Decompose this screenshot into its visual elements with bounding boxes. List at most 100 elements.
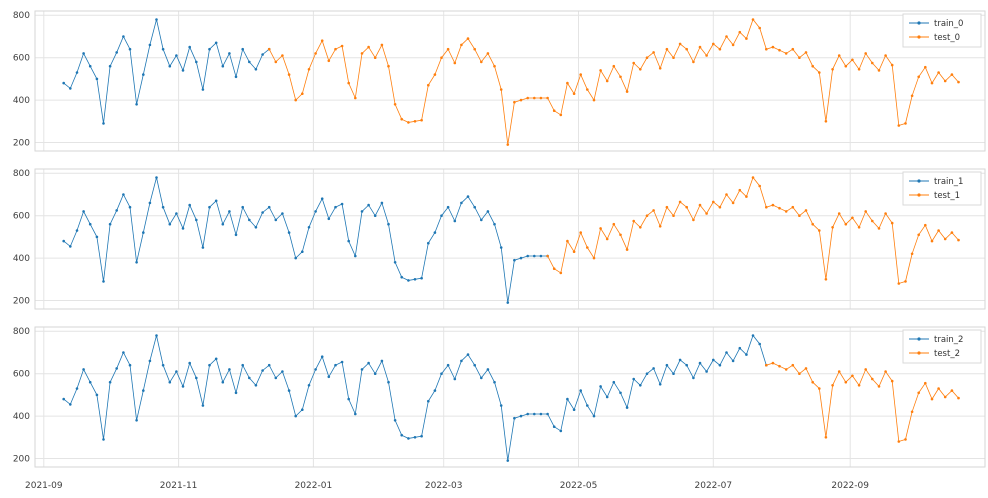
- test-series-marker: [718, 47, 722, 51]
- test-series-marker: [552, 267, 556, 270]
- train-series-marker: [453, 219, 457, 223]
- train-series-marker: [274, 376, 278, 380]
- test-series-marker: [367, 45, 370, 49]
- test-series-marker: [579, 231, 582, 234]
- test-series-marker: [546, 254, 549, 258]
- train-series-marker: [102, 438, 105, 441]
- test-series-marker: [499, 88, 503, 91]
- test-series-marker: [871, 219, 874, 223]
- legend: train_0 test_0: [902, 13, 982, 48]
- train-series-marker: [201, 246, 205, 249]
- test-series-marker: [665, 205, 669, 209]
- train-series-marker: [400, 275, 404, 279]
- test-series-marker: [771, 203, 775, 207]
- train-series-marker: [234, 391, 238, 395]
- test-series-marker: [287, 73, 291, 76]
- test-series-marker: [433, 73, 437, 76]
- train-series-marker: [340, 360, 344, 364]
- test-series-marker: [837, 212, 841, 215]
- test-series-marker: [784, 368, 788, 371]
- train-series-marker: [301, 250, 304, 253]
- train-series-marker: [327, 217, 331, 221]
- train-series-marker: [261, 211, 264, 214]
- train-series-marker: [267, 205, 271, 209]
- train-series-marker: [751, 334, 755, 337]
- test-series-marker: [619, 233, 622, 237]
- train-series-marker: [380, 201, 384, 205]
- train-series-marker: [135, 103, 138, 106]
- train-series-marker: [234, 233, 238, 237]
- test-series-marker: [950, 389, 954, 392]
- test-series-marker: [705, 54, 708, 57]
- test-series-marker: [360, 52, 364, 55]
- test-series-marker: [897, 440, 901, 443]
- train-series-marker: [214, 357, 218, 361]
- y-tick-label: 400: [13, 412, 30, 422]
- test-series-marker: [572, 250, 576, 253]
- test-series-marker: [937, 71, 940, 74]
- plot-border: [34, 10, 986, 152]
- x-tick-label: 2022-09: [831, 481, 869, 491]
- train-series-marker: [122, 35, 125, 38]
- train-series-line: [63, 177, 548, 303]
- train-series-marker: [658, 383, 662, 386]
- train-series-marker: [400, 433, 404, 437]
- train-series-marker: [605, 395, 609, 399]
- train-series-marker: [685, 363, 688, 367]
- train-series-marker: [433, 389, 437, 392]
- legend-train-marker-sample: [917, 179, 921, 183]
- train-series-marker: [201, 88, 205, 91]
- test-series-marker: [904, 280, 907, 283]
- test-series-marker: [307, 68, 311, 71]
- train-series-marker: [88, 222, 92, 226]
- test-series-marker: [572, 92, 576, 95]
- test-series-marker: [824, 278, 828, 281]
- test-series-marker: [599, 227, 602, 230]
- train-series-marker: [380, 359, 384, 363]
- test-series-marker: [831, 226, 834, 229]
- test-series-line: [268, 18, 959, 145]
- train-series-marker: [493, 222, 496, 226]
- train-series-marker: [360, 368, 364, 371]
- train-series-marker: [261, 369, 264, 372]
- train-series-marker: [698, 361, 702, 365]
- train-series-marker: [142, 231, 145, 234]
- train-series-marker: [327, 375, 331, 379]
- test-series-marker: [446, 47, 450, 51]
- test-series-marker: [725, 193, 728, 196]
- test-series-marker: [950, 231, 954, 234]
- train-series-marker: [274, 218, 278, 222]
- train-series-marker: [267, 363, 271, 367]
- test-series-marker: [566, 239, 569, 243]
- train-series-marker: [287, 389, 291, 392]
- train-series-marker: [705, 370, 708, 373]
- test-series-marker: [506, 143, 510, 146]
- train-series-marker: [466, 353, 470, 356]
- test-series-marker: [851, 58, 854, 62]
- train-series-marker: [108, 222, 112, 226]
- test-series-marker: [718, 205, 722, 209]
- test-series-marker: [771, 45, 775, 49]
- train-series-marker: [566, 397, 569, 401]
- legend-train-label: train_2: [934, 335, 963, 345]
- train-series-marker: [181, 69, 185, 72]
- train-series-marker: [413, 436, 417, 439]
- train-series-marker: [420, 276, 423, 280]
- test-series-marker: [552, 109, 556, 112]
- train-series-marker: [539, 254, 543, 258]
- test-series-marker: [784, 210, 788, 213]
- train-series-marker: [499, 404, 503, 407]
- train-series-marker: [453, 377, 457, 381]
- test-series-marker: [334, 47, 337, 51]
- train-series-marker: [645, 372, 649, 375]
- test-series-marker: [864, 210, 867, 213]
- test-series-marker: [844, 222, 848, 226]
- legend-train-label: train_1: [934, 177, 963, 187]
- train-series-marker: [221, 380, 225, 384]
- train-series-marker: [155, 176, 158, 179]
- test-series-marker: [420, 118, 423, 122]
- test-series-marker: [804, 51, 808, 54]
- test-series-marker: [798, 56, 801, 59]
- train-series-marker: [672, 372, 675, 375]
